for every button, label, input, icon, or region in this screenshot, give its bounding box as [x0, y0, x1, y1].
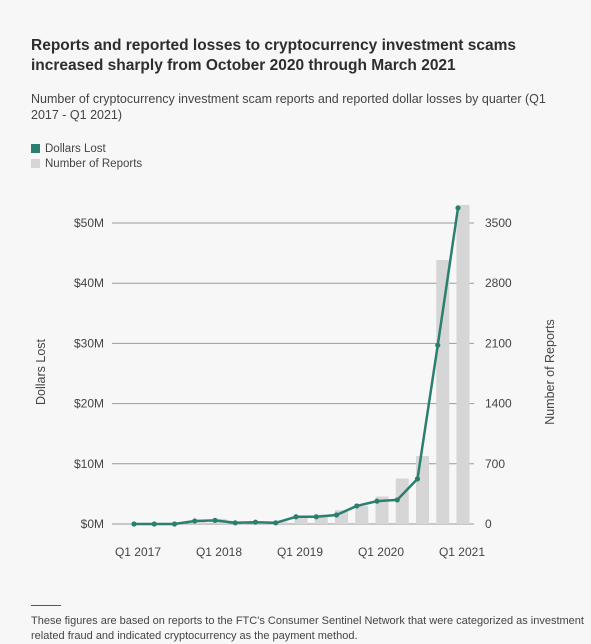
report-bar	[355, 505, 369, 524]
y-left-tick-label: $10M	[74, 457, 104, 471]
chart-subtitle: Number of cryptocurrency investment scam…	[31, 92, 546, 122]
legend-swatch-dollars	[31, 144, 40, 153]
y-left-axis-title: Dollars Lost	[34, 338, 48, 405]
chart-legend: Dollars Lost Number of Reports	[31, 141, 142, 171]
dollars-lost-point	[192, 518, 198, 524]
axis-layer: $0M $10M $20M $30M $40M $50M 0 700 1400 2100 2800 3…	[34, 216, 557, 559]
y-left-tick-label: $0M	[81, 517, 104, 531]
y-right-tick-label: 700	[485, 457, 505, 471]
legend-label-dollars: Dollars Lost	[45, 142, 106, 155]
dollars-lost-point	[293, 514, 299, 520]
dollars-lost-point	[151, 521, 157, 527]
y-right-tick-label: 0	[485, 517, 492, 531]
legend-item-reports: Number of Reports	[31, 156, 142, 171]
grid-layer	[112, 222, 474, 525]
y-right-tick-label: 1400	[485, 397, 512, 411]
report-bar	[416, 456, 429, 524]
dollars-lost-point	[333, 512, 340, 518]
report-bar	[456, 204, 470, 524]
dollars-lost-point	[232, 520, 238, 526]
dollars-lost-point	[171, 521, 178, 527]
report-bar	[314, 514, 328, 524]
report-bar	[375, 496, 389, 524]
report-bar	[436, 259, 450, 524]
y-left-tick-label: $20M	[74, 397, 104, 411]
y-left-tick-label: $40M	[74, 276, 104, 290]
dollars-lost-point	[394, 497, 400, 503]
report-bar	[294, 517, 308, 524]
report-bar	[274, 521, 288, 524]
dollars-lost-point	[455, 205, 461, 211]
dollars-lost-point	[131, 521, 137, 527]
dollars-lost-point	[435, 342, 441, 348]
dollars-lost-point	[414, 476, 421, 482]
legend-swatch-reports	[31, 159, 40, 168]
dollars-lost-point	[374, 498, 380, 504]
dollars-lost-point	[354, 503, 360, 509]
x-tick-label: Q1 2019	[277, 545, 323, 559]
footnote: These figures are based on reports to th…	[31, 615, 584, 642]
y-right-tick-label: 3500	[485, 216, 512, 230]
dollars-lost-point	[252, 519, 259, 525]
chart-plot: $0M $10M $20M $30M $40M $50M 0 700 1400 2100 2800 3…	[34, 204, 557, 559]
x-tick-label: Q1 2020	[358, 545, 404, 559]
dollars-lost-point	[313, 514, 319, 520]
dollars-lost-point	[273, 520, 279, 526]
report-bar	[193, 521, 207, 524]
y-right-axis-title: Number of Reports	[543, 319, 557, 425]
footnote-divider	[31, 605, 61, 606]
y-left-tick-label: $50M	[74, 216, 104, 230]
x-tick-label: Q1 2021	[439, 545, 485, 559]
dollars-lost-point	[212, 517, 218, 523]
y-left-tick-label: $30M	[74, 336, 104, 350]
legend-label-reports: Number of Reports	[45, 157, 143, 170]
y-right-tick-label: 2100	[485, 336, 512, 350]
dollars-lost-line	[134, 207, 460, 526]
line-layer	[131, 205, 461, 527]
x-tick-label: Q1 2018	[196, 545, 242, 559]
legend-item-dollars: Dollars Lost	[31, 141, 142, 156]
x-tick-label: Q1 2017	[115, 545, 161, 559]
chart-title: Reports and reported losses to cryptocur…	[31, 37, 516, 74]
y-right-tick-label: 2800	[485, 276, 512, 290]
